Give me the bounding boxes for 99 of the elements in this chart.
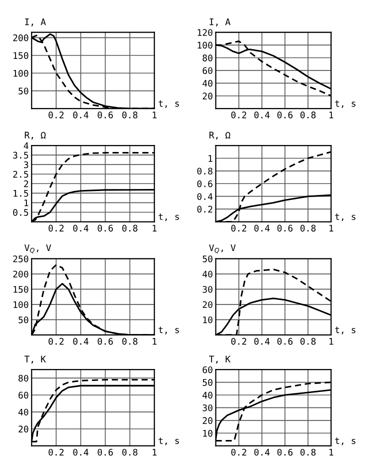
y-tick-label: 200 [13,270,28,278]
x-tick-label: 1 [329,112,334,118]
x-tick-label: 0.6 [277,112,293,118]
y-tick-label: 20 [202,92,212,100]
y-tick-label: 60 [202,366,212,374]
y-tick-label: 80 [202,54,212,62]
x-tick-label: 0.8 [122,338,138,345]
x-axis-title: t, s [335,100,356,108]
x-tick-label: 1 [152,448,156,456]
x-tick-label: 0.2 [231,338,246,345]
x-tick-label: 0.4 [73,224,88,232]
y-tick-label: 100 [198,42,212,49]
x-tick-label: 0.4 [73,448,88,456]
x-tick-label: 0.4 [254,224,270,232]
y-tick-label: 0.6 [197,180,212,188]
y-axis-title: T, K [209,356,231,364]
x-tick-label: 0.8 [300,224,316,232]
x-tick-label: 0.6 [98,224,113,232]
x-tick-label: 1 [152,338,156,345]
y-axis-title: V$_{Q}$, V [24,244,52,254]
y-tick-label: 40 [18,408,28,416]
y-tick-label: 100 [14,70,28,77]
x-tick-label: 0.8 [300,112,316,118]
y-tick-label: 30 [202,404,212,412]
y-tick-label: 250 [13,255,28,262]
x-axis-title: t, s [335,438,356,446]
x-tick-label: 0.4 [73,112,88,118]
y-tick-label: 1 [208,155,212,162]
x-tick-label: 0.2 [48,448,64,456]
y-tick-label: 2 [24,180,28,188]
y-tick-label: 3.5 [13,152,28,159]
x-tick-label: 0.4 [254,338,270,345]
x-tick-label: 0.8 [122,224,138,232]
y-tick-label: 20 [202,417,212,424]
x-tick-label: 0.4 [73,338,88,345]
x-tick-label: 0.6 [277,448,293,456]
y-tick-label: 40 [202,270,212,278]
x-tick-label: 0.2 [231,448,246,456]
y-axis-title: I, A [25,18,46,26]
y-tick-label: 40 [202,80,212,87]
y-tick-label: 10 [203,316,212,324]
y-tick-label: 4 [24,142,28,149]
x-tick-label: 1 [329,224,334,232]
x-tick-label: 1 [152,112,156,118]
y-axis-title: T, K [24,356,46,364]
x-axis-title: t, s [335,326,356,334]
x-axis-title: t, s [158,214,179,222]
y-tick-label: 50 [18,88,28,94]
y-tick-label: 150 [14,286,28,293]
y-tick-label: 0.2 [197,206,212,213]
x-tick-label: 0.6 [98,338,113,345]
y-tick-label: 20 [18,426,28,432]
y-axis-title: V$_{Q}$, V [209,244,236,254]
x-tick-label: 1 [329,448,334,456]
y-axis-title: R, Ω [209,132,230,140]
x-tick-label: 0.2 [231,224,246,232]
x-tick-label: 0.6 [98,448,113,456]
y-tick-label: 1.5 [14,190,28,197]
y-tick-label: 100 [14,301,28,308]
x-tick-label: 0.4 [254,448,270,456]
x-tick-label: 0.2 [48,224,64,232]
y-tick-label: 0.4 [197,193,213,200]
y-tick-label: 60 [18,392,28,399]
x-axis-title: t, s [335,214,356,222]
x-tick-label: 0.8 [122,448,138,456]
y-tick-label: 1 [24,200,28,206]
x-tick-label: 0.8 [300,448,316,456]
x-tick-label: 0.2 [48,112,64,118]
y-tick-label: 0.8 [197,168,212,175]
x-axis-title: t, s [158,438,179,446]
x-tick-label: 1 [329,338,334,345]
y-tick-label: 60 [202,67,212,74]
y-tick-label: 3 [24,161,28,168]
y-tick-label: 150 [14,52,28,59]
y-tick-label: 200 [13,34,28,42]
y-tick-label: 40 [202,392,212,399]
y-tick-label: 120 [198,29,212,36]
y-tick-label: 50 [202,379,212,386]
y-tick-label: 2.5 [13,170,28,178]
x-tick-label: 0.8 [300,338,316,345]
x-tick-label: 0.4 [254,112,270,118]
x-axis-title: t, s [158,100,179,108]
x-tick-label: 1 [152,224,156,232]
y-axis-title: R, Ω [24,132,46,140]
y-axis-title: I, A [210,18,230,26]
y-tick-label: 30 [202,286,212,293]
y-tick-label: 50 [18,316,28,324]
x-tick-label: 0.8 [122,112,138,118]
y-tick-label: 10 [203,430,212,437]
x-tick-label: 0.6 [277,224,293,232]
y-tick-label: 50 [202,255,212,262]
y-tick-label: 0.5 [13,208,28,216]
y-tick-label: 80 [18,374,28,382]
x-tick-label: 0.6 [98,112,113,118]
y-tick-label: 20 [202,301,212,308]
x-tick-label: 0.6 [277,338,293,345]
x-tick-label: 0.2 [231,112,246,118]
x-axis-title: t, s [158,326,179,334]
x-tick-label: 0.2 [48,338,64,345]
